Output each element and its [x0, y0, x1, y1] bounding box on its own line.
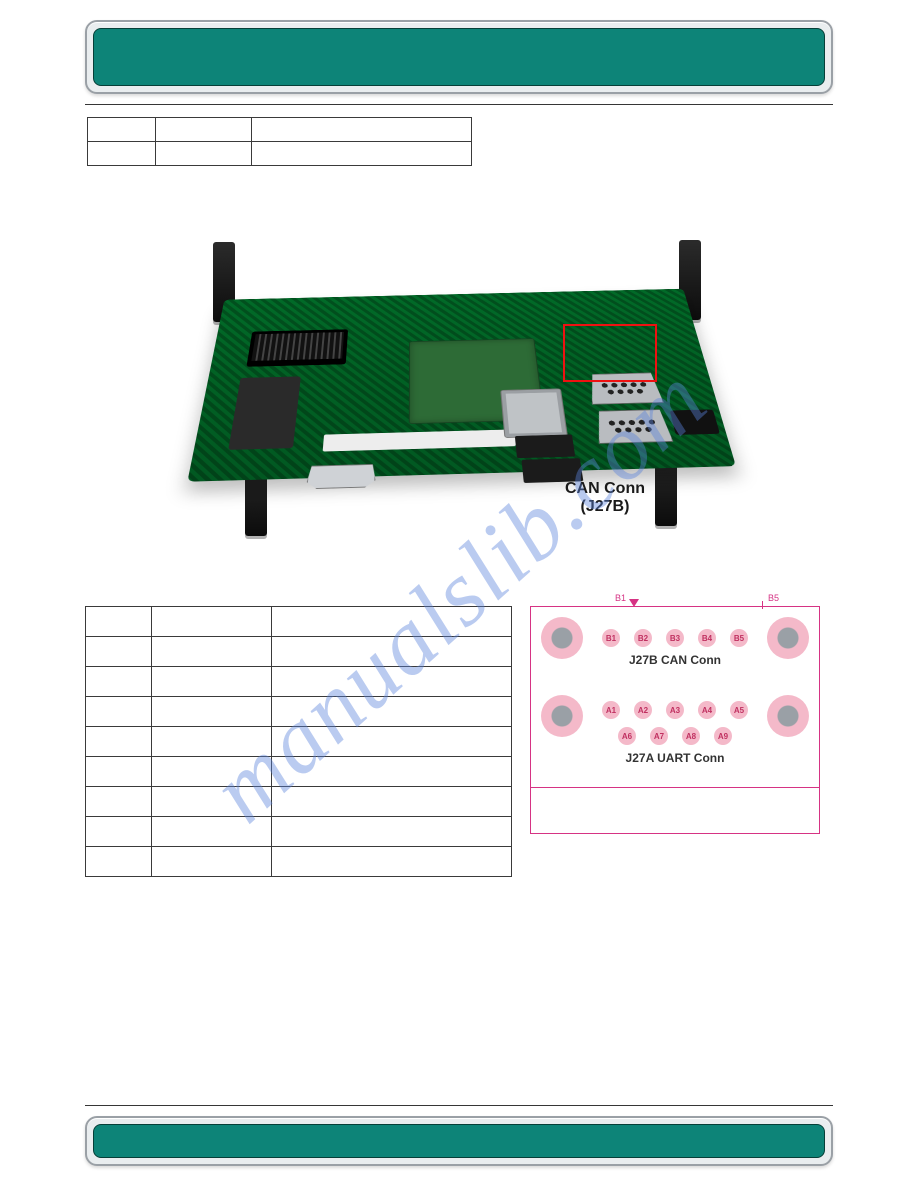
- pin-table-cell: [152, 637, 272, 667]
- pin-row-b: B1 B2 B3 B4 B5: [602, 629, 748, 647]
- mounting-pad-icon: [541, 695, 583, 737]
- marker-triangle-icon: [629, 599, 639, 607]
- connector-outline: B1 B5 B1B2B3B4B5 J27B CAN Conn A1A2A3A4A…: [530, 606, 820, 788]
- table-row: [86, 727, 512, 757]
- hdmi-port-icon: [306, 464, 376, 489]
- pin-row-a-upper: A1 A2 A3 A4 A5: [602, 701, 748, 719]
- audio-jack-icon: [670, 409, 720, 435]
- connector-pin: A2: [634, 701, 652, 719]
- connector-pin: B3: [666, 629, 684, 647]
- pin-table-cell: [86, 847, 152, 877]
- pin-table-cell: [86, 637, 152, 667]
- top-table-cell: [252, 118, 472, 142]
- refdes-b1: B1: [615, 593, 626, 603]
- connector-diagram: B1 B5 B1B2B3B4B5 J27B CAN Conn A1A2A3A4A…: [530, 606, 820, 834]
- pin-table: [85, 606, 512, 877]
- table-row: [88, 142, 472, 166]
- pin-row-a-lower: A6 A7 A8 A9: [618, 727, 732, 745]
- table-row: [86, 637, 512, 667]
- usb-port-icon: [515, 434, 575, 458]
- top-table-cell: [252, 142, 472, 166]
- db9-uart-connector-icon: [593, 409, 673, 444]
- pin-table-cell: [152, 727, 272, 757]
- connector-pin: A9: [714, 727, 732, 745]
- connector-pin: B2: [634, 629, 652, 647]
- top-table-cell: [156, 118, 252, 142]
- pin-table-cell: [272, 757, 512, 787]
- pin-table-cell: [272, 607, 512, 637]
- callout-line2: (J27B): [581, 498, 630, 515]
- table-row: [86, 697, 512, 727]
- pin-table-cell: [152, 847, 272, 877]
- header-bar: [85, 20, 833, 94]
- conn-label-bottom: J27A UART Conn: [531, 751, 819, 765]
- table-row: [86, 817, 512, 847]
- connector-pin: A8: [682, 727, 700, 745]
- expansion-slot-icon: [323, 429, 516, 451]
- top-table-cell: [156, 142, 252, 166]
- pin-table-cell: [272, 697, 512, 727]
- connector-pin: A4: [698, 701, 716, 719]
- db9-can-connector-icon: [587, 372, 664, 404]
- connector-pin: A1: [602, 701, 620, 719]
- footer-bar-fill: [93, 1124, 825, 1158]
- connector-pin: A3: [666, 701, 684, 719]
- connector-pin: A6: [618, 727, 636, 745]
- pin-table-cell: [86, 787, 152, 817]
- pin-table-cell: [152, 667, 272, 697]
- table-row: [86, 847, 512, 877]
- pin-table-cell: [152, 787, 272, 817]
- divider-top: [85, 104, 833, 105]
- pin-table-cell: [272, 847, 512, 877]
- top-table-cell: [88, 118, 156, 142]
- table-row: [86, 667, 512, 697]
- connector-pin: B5: [730, 629, 748, 647]
- table-row: [86, 607, 512, 637]
- pin-table-cell: [152, 697, 272, 727]
- pin-table-cell: [152, 817, 272, 847]
- table-row: [86, 787, 512, 817]
- pin-table-cell: [152, 607, 272, 637]
- pin-table-cell: [86, 757, 152, 787]
- ethernet-port-icon: [500, 388, 568, 438]
- table-row: [88, 118, 472, 142]
- connector-pin: A7: [650, 727, 668, 745]
- pin-table-cell: [86, 697, 152, 727]
- pin-table-cell: [152, 757, 272, 787]
- top-table: [87, 117, 472, 166]
- connector-pin: B4: [698, 629, 716, 647]
- pin-table-cell: [86, 667, 152, 697]
- pin-table-cell: [272, 727, 512, 757]
- pin-table-cell: [272, 667, 512, 697]
- pcb-board: [187, 289, 736, 482]
- top-table-cell: [88, 142, 156, 166]
- divider-bottom: [85, 1105, 833, 1106]
- pin-table-cell: [86, 817, 152, 847]
- header-bar-fill: [93, 28, 825, 86]
- pin-table-cell: [86, 727, 152, 757]
- refdes-b5: B5: [768, 593, 779, 603]
- leader-line: [762, 601, 763, 609]
- pin-table-cell: [272, 787, 512, 817]
- table-row: [86, 757, 512, 787]
- callout-line1: CAN Conn: [565, 480, 645, 497]
- footer-bar: [85, 1116, 833, 1166]
- connector-caption-box: [530, 788, 820, 834]
- mounting-pad-icon: [767, 695, 809, 737]
- board-photo: CAN Conn (J27B): [179, 196, 739, 596]
- pin-table-cell: [272, 817, 512, 847]
- pin-table-cell: [86, 607, 152, 637]
- connector-pin: B1: [602, 629, 620, 647]
- callout-label: CAN Conn (J27B): [565, 480, 645, 516]
- conn-label-top: J27B CAN Conn: [531, 653, 819, 667]
- heatsink-icon: [246, 329, 348, 367]
- pin-table-cell: [272, 637, 512, 667]
- connector-pin: A5: [730, 701, 748, 719]
- sata-connector-icon: [228, 376, 301, 449]
